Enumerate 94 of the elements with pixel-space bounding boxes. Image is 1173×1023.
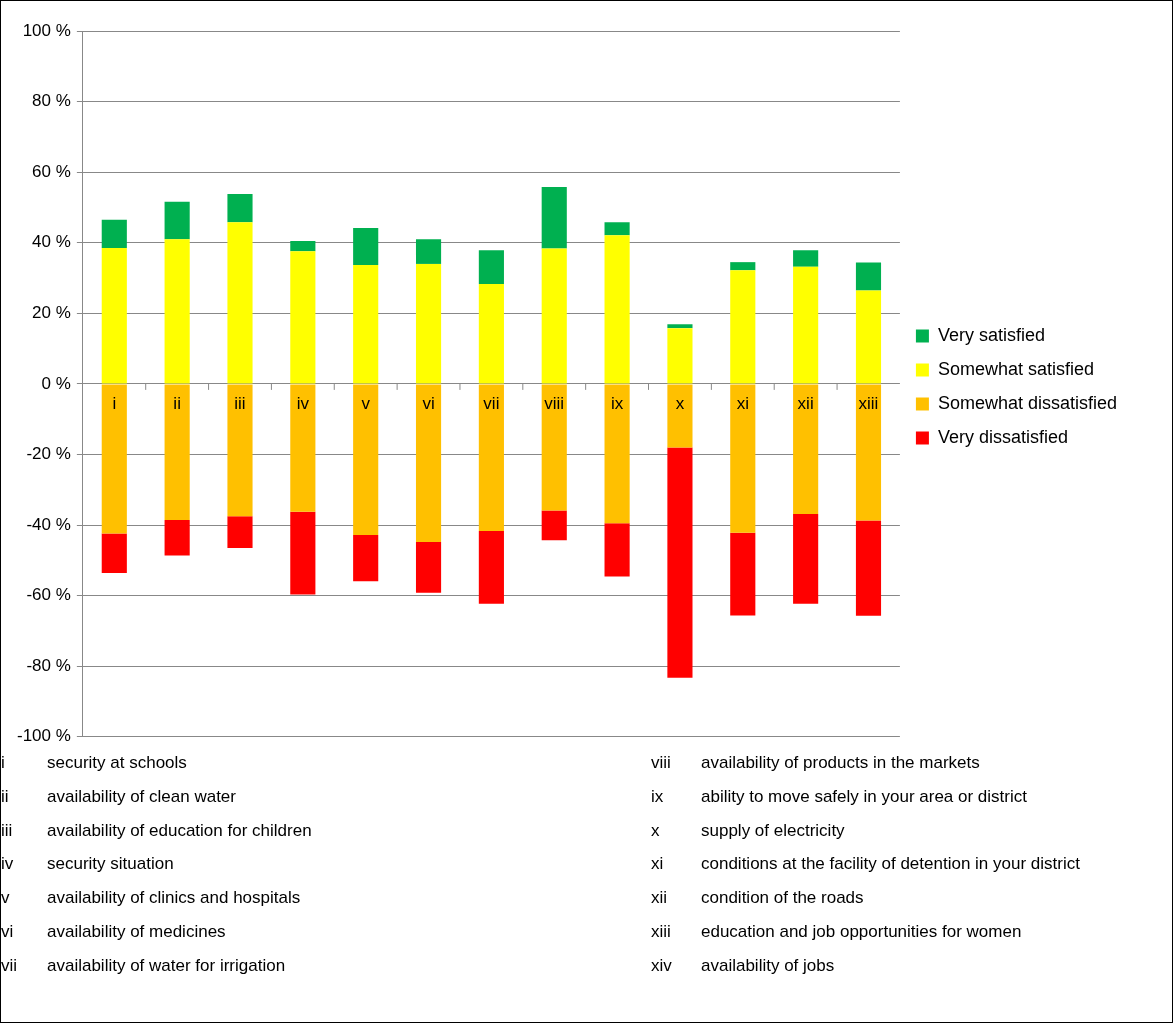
bar [541,186,567,249]
bar [164,520,190,556]
text: iii availability of education for children [1,820,312,840]
x-tick-label: viii [544,393,565,413]
y-tick-label: -80 % [26,655,71,675]
text: i security at schools [1,753,187,772]
bar [541,384,567,511]
text: ii availability of clean water [1,786,236,806]
x-tick-label: vi [422,393,435,413]
bar [667,324,693,329]
bar [353,227,379,265]
y-tick-label: -20 % [26,444,71,464]
bar [541,510,567,541]
bar [667,328,693,384]
x-tick-label: xi [736,393,749,413]
legend-label: Somewhat dissatisfied [937,392,1118,413]
x-tick-label: iv [296,393,310,413]
bar [164,384,190,521]
legend-label: Somewhat satisfied [937,358,1094,379]
bar [793,266,819,384]
bar [793,250,819,267]
x-tick-label: x [675,393,685,413]
x-tick-label: ix [610,393,624,413]
y-tick-label: -40 % [26,514,71,534]
bar [604,235,630,384]
bar [478,531,504,604]
bar [855,262,882,291]
y-tick-label: 80 % [32,91,71,111]
x-tick-label: vii [483,393,500,413]
bar [101,219,127,249]
x-tick-label: i [112,393,117,413]
bar [730,532,756,616]
bar [101,533,127,574]
bar [730,270,756,384]
legend-label: Very satisfied [937,324,1045,345]
bar [101,384,127,534]
text: ix ability to move safely in your area or district [651,786,1027,806]
text: viii availability of products in the markets [651,753,980,772]
bar [415,239,442,264]
y-tick-label: 20 % [32,303,71,323]
y-tick-label: -60 % [26,585,71,605]
bar [415,384,442,542]
bar [793,514,819,604]
bar [855,290,882,384]
bar [164,201,190,240]
text: xiii education and job opportunities for women [651,921,1022,941]
bar [227,222,253,384]
y-tick-label: -100 % [16,726,71,746]
text: xii condition of the roads [651,888,864,908]
bar [227,384,253,517]
bar [227,516,253,548]
bar [227,194,253,223]
x-tick-label: iii [234,393,246,413]
bar [101,248,127,384]
bar [793,384,819,515]
bar [290,251,316,384]
legend-label: Very dissatisfied [937,426,1068,447]
bar [730,384,756,533]
bar [415,542,442,593]
bar [478,384,504,532]
bar [667,384,693,448]
bar [478,250,504,285]
text: x supply of electricity [651,820,845,840]
bar [290,240,316,252]
text: iv security situation [1,854,174,874]
bar [541,248,567,384]
bar [855,384,882,521]
text: vi availability of medicines [1,921,226,941]
y-tick-label: 40 % [32,232,71,252]
bar [855,520,882,616]
text: v availability of clinics and hospitals [1,888,301,908]
x-tick-label: xii [797,393,814,413]
bar [604,523,630,577]
x-tick-label: v [361,393,371,413]
bar [353,384,379,535]
bar [353,534,379,582]
bar [478,284,504,384]
text: xi conditions at the facility of detention in your district [651,854,1080,874]
bar [290,384,316,512]
y-tick-label: 100 % [22,20,71,40]
bar [353,264,379,384]
bar [604,222,630,236]
bar [290,511,316,595]
bar [667,447,693,678]
bar [730,262,756,271]
bar [604,384,630,524]
x-tick-label: xiii [858,393,879,413]
y-tick-label: 60 % [32,161,71,181]
x-tick-label: ii [173,393,181,413]
text: xiv availability of jobs [651,955,835,975]
bar [415,263,442,384]
bar [164,239,190,384]
text: vii availability of water for irrigation [1,955,286,975]
y-tick-label: 0 % [41,373,71,393]
